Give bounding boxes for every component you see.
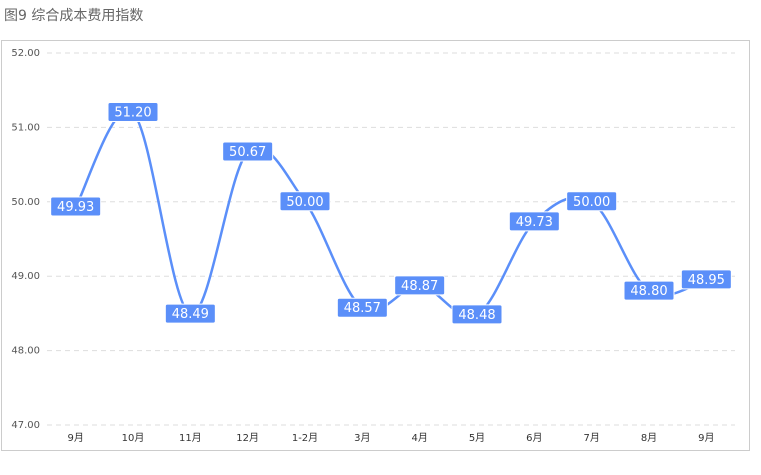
data-label-box (451, 304, 503, 325)
line (74, 109, 707, 318)
data-label: 51.20 (114, 106, 151, 121)
x-tick-label: 7月 (583, 432, 599, 444)
y-tick-label: 52.00 (11, 48, 40, 59)
data-label: 49.73 (516, 215, 553, 230)
x-tick-label: 6月 (526, 432, 542, 444)
y-tick-label: 47.00 (11, 420, 40, 431)
data-label: 50.67 (229, 145, 266, 160)
data-label-box (623, 280, 675, 301)
chart-title: 图9 综合成本费用指数 (4, 8, 143, 24)
y-tick-label: 50.00 (11, 197, 40, 208)
data-label-box (279, 191, 331, 212)
data-label: 48.49 (172, 307, 209, 322)
y-tick-label: 49.00 (11, 271, 40, 282)
x-tick-label: 10月 (122, 432, 145, 444)
data-label: 48.48 (458, 308, 495, 323)
x-tick-label: 4月 (411, 432, 427, 444)
data-label-box (50, 196, 102, 217)
x-tick-label: 3月 (354, 432, 370, 444)
data-label-box (164, 303, 216, 324)
y-tick-label: 48.00 (11, 346, 40, 357)
data-label: 50.00 (286, 195, 323, 210)
x-tick-label: 8月 (641, 432, 657, 444)
data-label: 48.87 (401, 279, 438, 294)
x-tick-label: 9月 (698, 432, 714, 444)
x-tick-label: 5月 (469, 432, 485, 444)
data-label-box (394, 275, 446, 296)
data-label: 48.57 (344, 301, 381, 316)
x-tick-label: 12月 (236, 432, 259, 444)
chart-frame (1, 40, 750, 451)
data-label-box (680, 269, 732, 290)
data-label-box (566, 191, 618, 212)
data-label: 49.93 (57, 200, 94, 215)
x-tick-label: 11月 (179, 432, 202, 444)
data-label: 48.80 (630, 284, 667, 299)
data-label-box (222, 141, 274, 162)
x-tick-label: 9月 (67, 432, 83, 444)
data-label: 48.95 (688, 273, 725, 288)
y-tick-label: 51.00 (11, 122, 40, 133)
data-label-box (336, 297, 388, 318)
x-tick-label: 1-2月 (292, 432, 318, 444)
data-label-box (508, 211, 560, 232)
data-label-box (107, 102, 159, 123)
data-label: 50.00 (573, 195, 610, 210)
